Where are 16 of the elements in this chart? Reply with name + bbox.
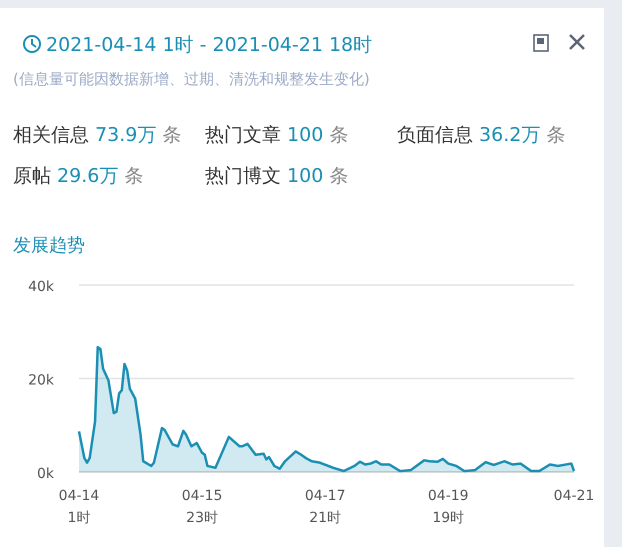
text: 发展趋势 bbox=[13, 235, 85, 256]
chart-title: 2021-04-14 1时 - 2021-04-21 18时 bbox=[46, 34, 372, 56]
text: 负面信息 36.2万 条 bbox=[397, 124, 566, 146]
x-tick-label: 04-19 19时 bbox=[428, 488, 469, 526]
chart-subtitle: (信息量可能因数据新增、过期、清洗和规整发生变化) bbox=[13, 70, 370, 88]
x-tick-label: 04-14 1时 bbox=[58, 488, 100, 526]
y-tick-label: 0k bbox=[36, 466, 55, 482]
x-tick-label: 04-21 bbox=[554, 488, 594, 504]
text: 热门博文 100 条 bbox=[205, 165, 348, 187]
text: 原帖 29.6万 条 bbox=[13, 165, 144, 187]
x-tick-label: 04-17 21时 bbox=[304, 488, 346, 526]
text: 热门文章 100 条 bbox=[205, 124, 348, 146]
y-tick-label: 20k bbox=[28, 372, 55, 388]
x-tick-label: 04-15 23时 bbox=[182, 488, 222, 526]
text: 相关信息 73.9万 条 bbox=[13, 124, 182, 146]
y-tick-label: 40k bbox=[28, 279, 55, 295]
